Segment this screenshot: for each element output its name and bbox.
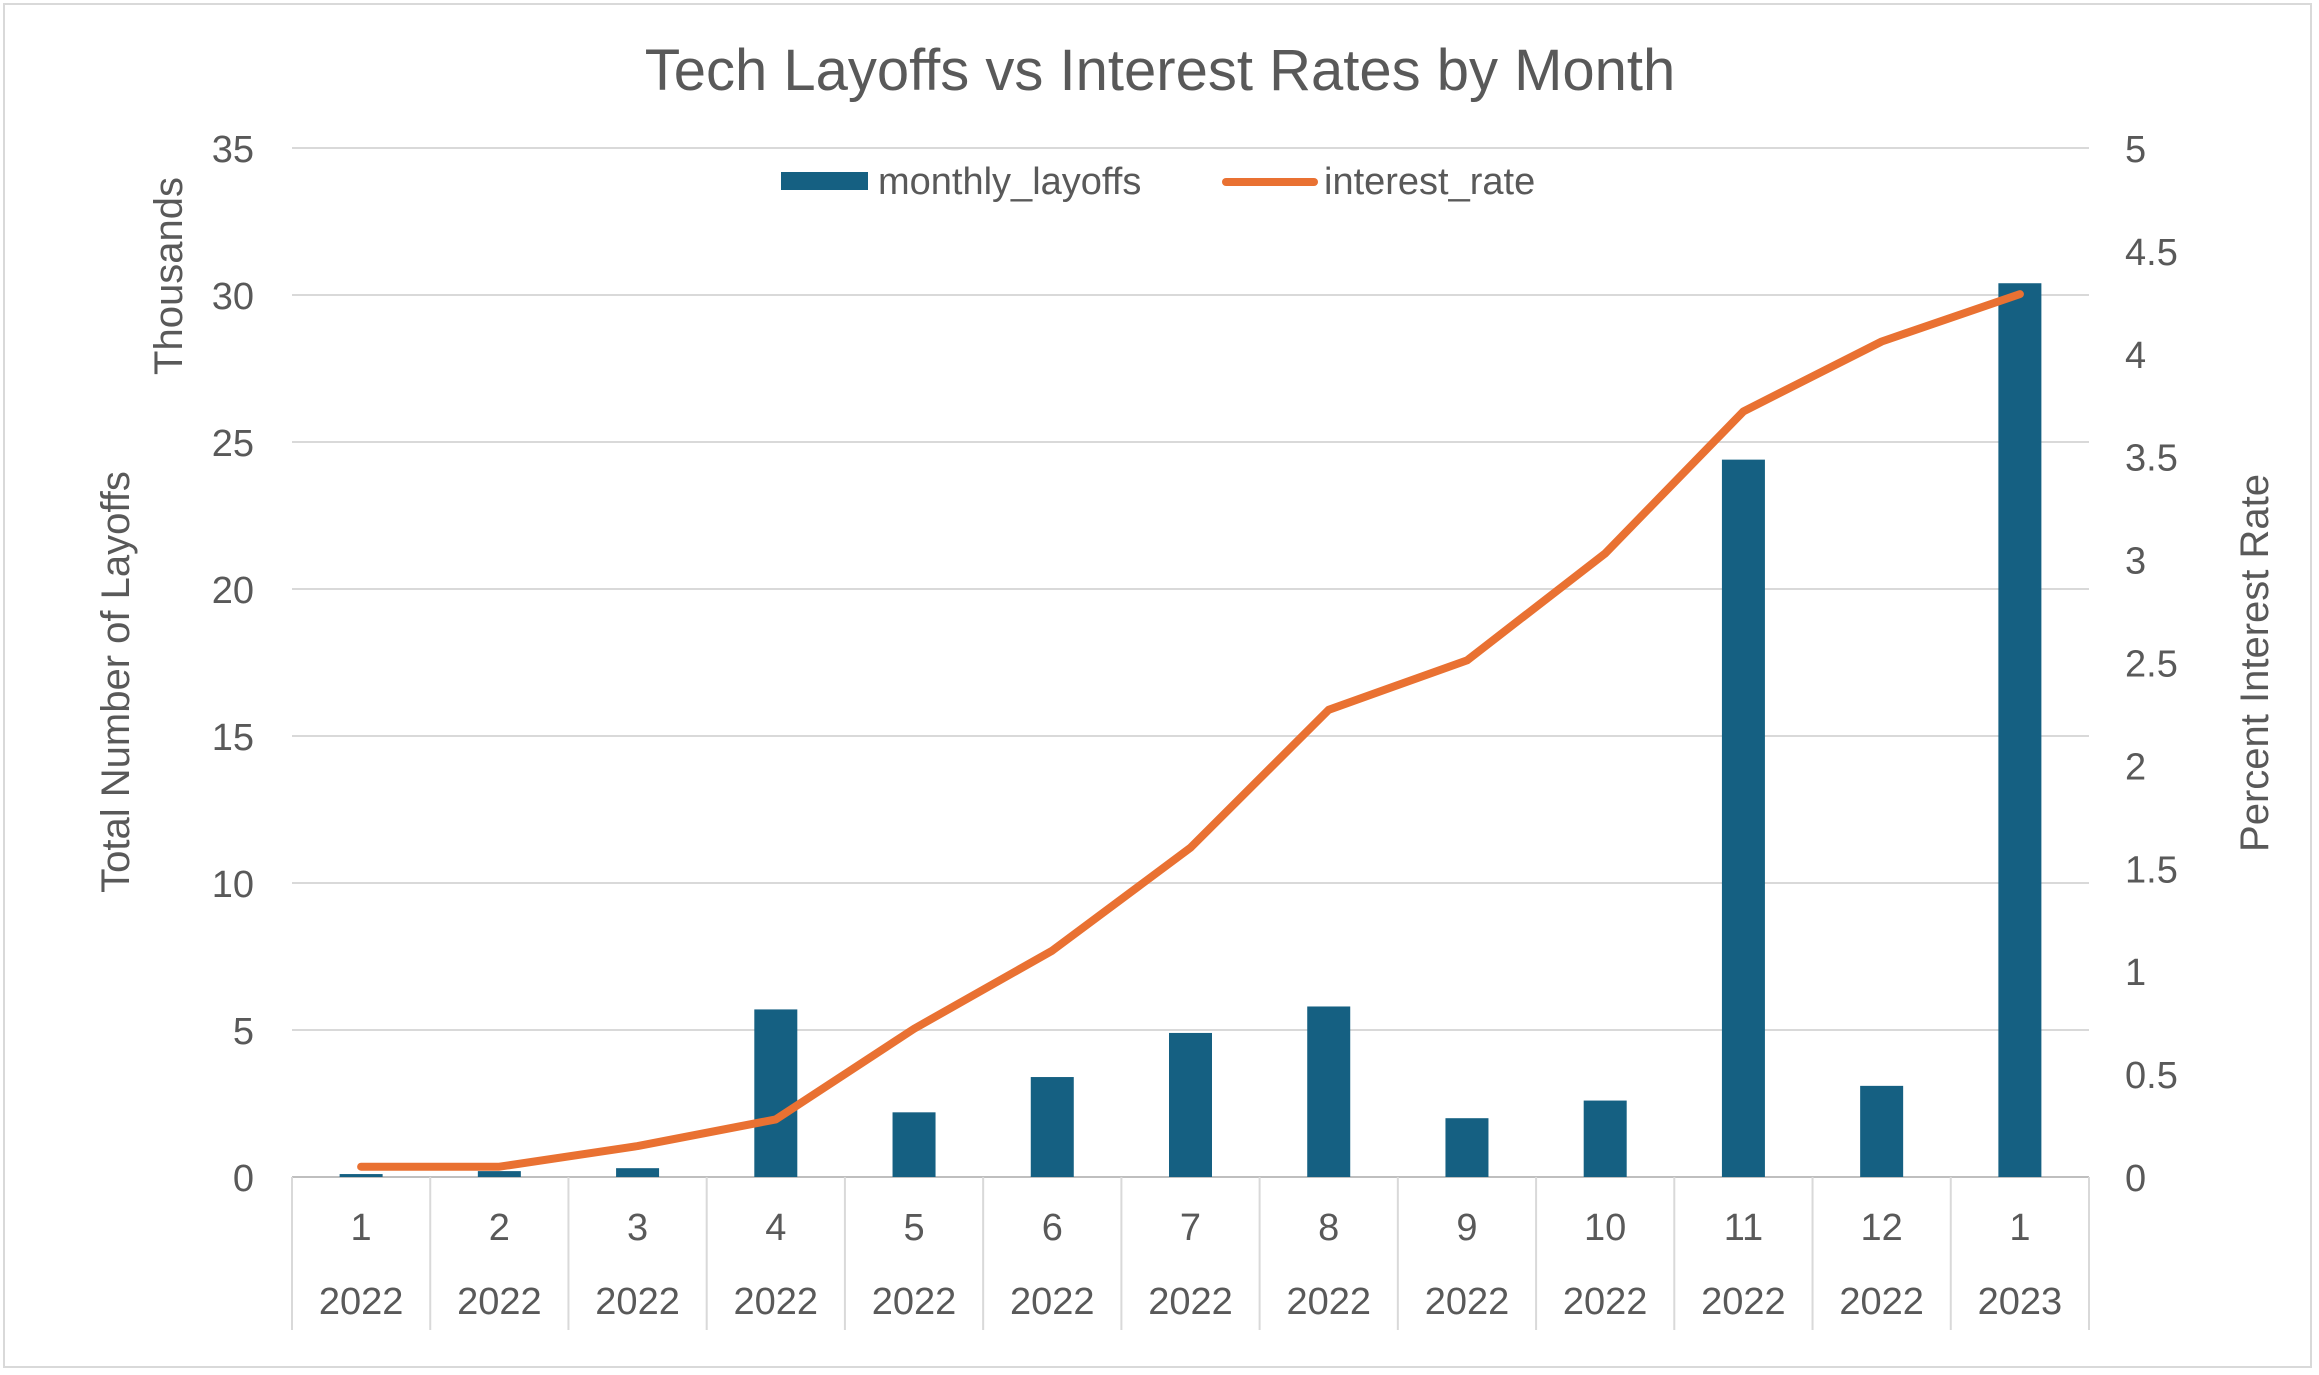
chart-frame — [3, 3, 2312, 1368]
x-tick-label-month: 8 — [1318, 1207, 1339, 1249]
bar-monthly-layoffs — [1307, 1006, 1351, 1177]
x-tick-label-month: 7 — [1180, 1207, 1201, 1249]
x-tick-label-month: 1 — [2009, 1207, 2030, 1249]
y-left-tick-label: 30 — [212, 276, 254, 318]
legend: monthly_layoffs interest_rate — [781, 161, 1535, 203]
x-tick-label-month: 12 — [1861, 1207, 1903, 1249]
y-right-tick-label: 0.5 — [2125, 1055, 2178, 1097]
y-left-tick-label: 10 — [212, 864, 254, 906]
bar-monthly-layoffs — [1445, 1118, 1489, 1177]
legend-label-interest-rate: interest_rate — [1324, 161, 1535, 203]
bar-monthly-layoffs — [1169, 1032, 1212, 1177]
y-right-tick-label: 2 — [2125, 746, 2146, 788]
x-axis: 1 2022 2 2022 3 2022 4 2022 5 2022 6 2022 7 2022 8 2022… — [291, 1176, 2090, 1330]
line-interest-rate-path — [357, 290, 2024, 1171]
y-right-tick-label: 1 — [2125, 952, 2146, 994]
bar-monthly-layoffs — [1998, 283, 2042, 1177]
x-tick-label-year: 2022 — [1563, 1281, 1648, 1323]
x-tick-label-year: 2022 — [872, 1281, 957, 1323]
bars-monthly-layoffs — [339, 283, 2042, 1177]
x-tick-label-month: 1 — [351, 1207, 372, 1249]
y-left-tick-label: 0 — [233, 1158, 254, 1200]
y-left-tick-label: 5 — [233, 1011, 254, 1053]
x-tick-label-month: 9 — [1456, 1207, 1477, 1249]
x-tick-label-year: 2023 — [1978, 1281, 2063, 1323]
y-right-tick-label: 3 — [2125, 541, 2146, 583]
x-tick-label-year: 2022 — [457, 1281, 542, 1323]
x-tick-label-year: 2022 — [1148, 1281, 1233, 1323]
y-left-axis-title: Total Number of Layoffs — [94, 471, 138, 893]
x-tick-label-year: 2022 — [1010, 1281, 1095, 1323]
y-left-tick-label: 15 — [212, 717, 254, 759]
bar-monthly-layoffs — [477, 1171, 521, 1177]
y-right-tick-label: 2.5 — [2125, 644, 2178, 686]
x-tick-label-month: 6 — [1042, 1207, 1063, 1249]
x-tick-label-year: 2022 — [1286, 1281, 1371, 1323]
x-tick-label-year: 2022 — [1839, 1281, 1924, 1323]
x-tick-label-year: 2022 — [1701, 1281, 1786, 1323]
y-left-tick-label: 25 — [212, 423, 254, 465]
bar-monthly-layoffs — [892, 1112, 936, 1177]
y-left-units-label: Thousands — [147, 177, 191, 375]
bar-monthly-layoffs — [616, 1168, 660, 1177]
bar-monthly-layoffs — [1030, 1077, 1074, 1177]
x-tick-label-year: 2022 — [1425, 1281, 1510, 1323]
bar-monthly-layoffs — [1583, 1100, 1627, 1177]
bar-monthly-layoffs — [339, 1174, 383, 1177]
y-right-tick-label: 4.5 — [2125, 232, 2178, 274]
x-tick-label-year: 2022 — [319, 1281, 404, 1323]
x-tick-label-year: 2022 — [595, 1281, 680, 1323]
legend-label-monthly-layoffs: monthly_layoffs — [878, 161, 1141, 203]
x-tick-label-month: 11 — [1724, 1207, 1763, 1249]
bar-monthly-layoffs — [1721, 459, 1765, 1177]
x-tick-label-month: 2 — [489, 1207, 510, 1249]
y-right-tick-labels: 0 0.5 1 1.5 2 2.5 3 3.5 4 4.5 5 — [2125, 129, 2178, 1200]
bar-monthly-layoffs — [754, 1009, 798, 1177]
y-left-tick-label: 20 — [212, 570, 254, 612]
y-right-axis-title: Percent Interest Rate — [2233, 474, 2277, 852]
x-tick-label-month: 3 — [627, 1207, 648, 1249]
y-right-tick-label: 5 — [2125, 129, 2146, 171]
y-left-tick-labels: 0 5 10 15 20 25 30 35 — [212, 129, 254, 1200]
line-interest-rate — [357, 290, 2024, 1171]
y-right-tick-label: 3.5 — [2125, 438, 2178, 480]
x-tick-label-month: 5 — [903, 1207, 924, 1249]
legend-swatch-monthly-layoffs — [781, 172, 868, 190]
chart-title: Tech Layoffs vs Interest Rates by Month — [645, 38, 1676, 103]
y-right-tick-label: 1.5 — [2125, 849, 2178, 891]
y-right-tick-label: 0 — [2125, 1158, 2146, 1200]
y-left-tick-label: 35 — [212, 129, 254, 171]
x-tick-label-year: 2022 — [734, 1281, 819, 1323]
y-right-tick-label: 4 — [2125, 335, 2146, 377]
gridlines — [292, 147, 2089, 1031]
x-tick-label-month: 4 — [765, 1207, 786, 1249]
x-tick-label-month: 10 — [1584, 1207, 1626, 1249]
bar-monthly-layoffs — [1860, 1085, 1904, 1177]
